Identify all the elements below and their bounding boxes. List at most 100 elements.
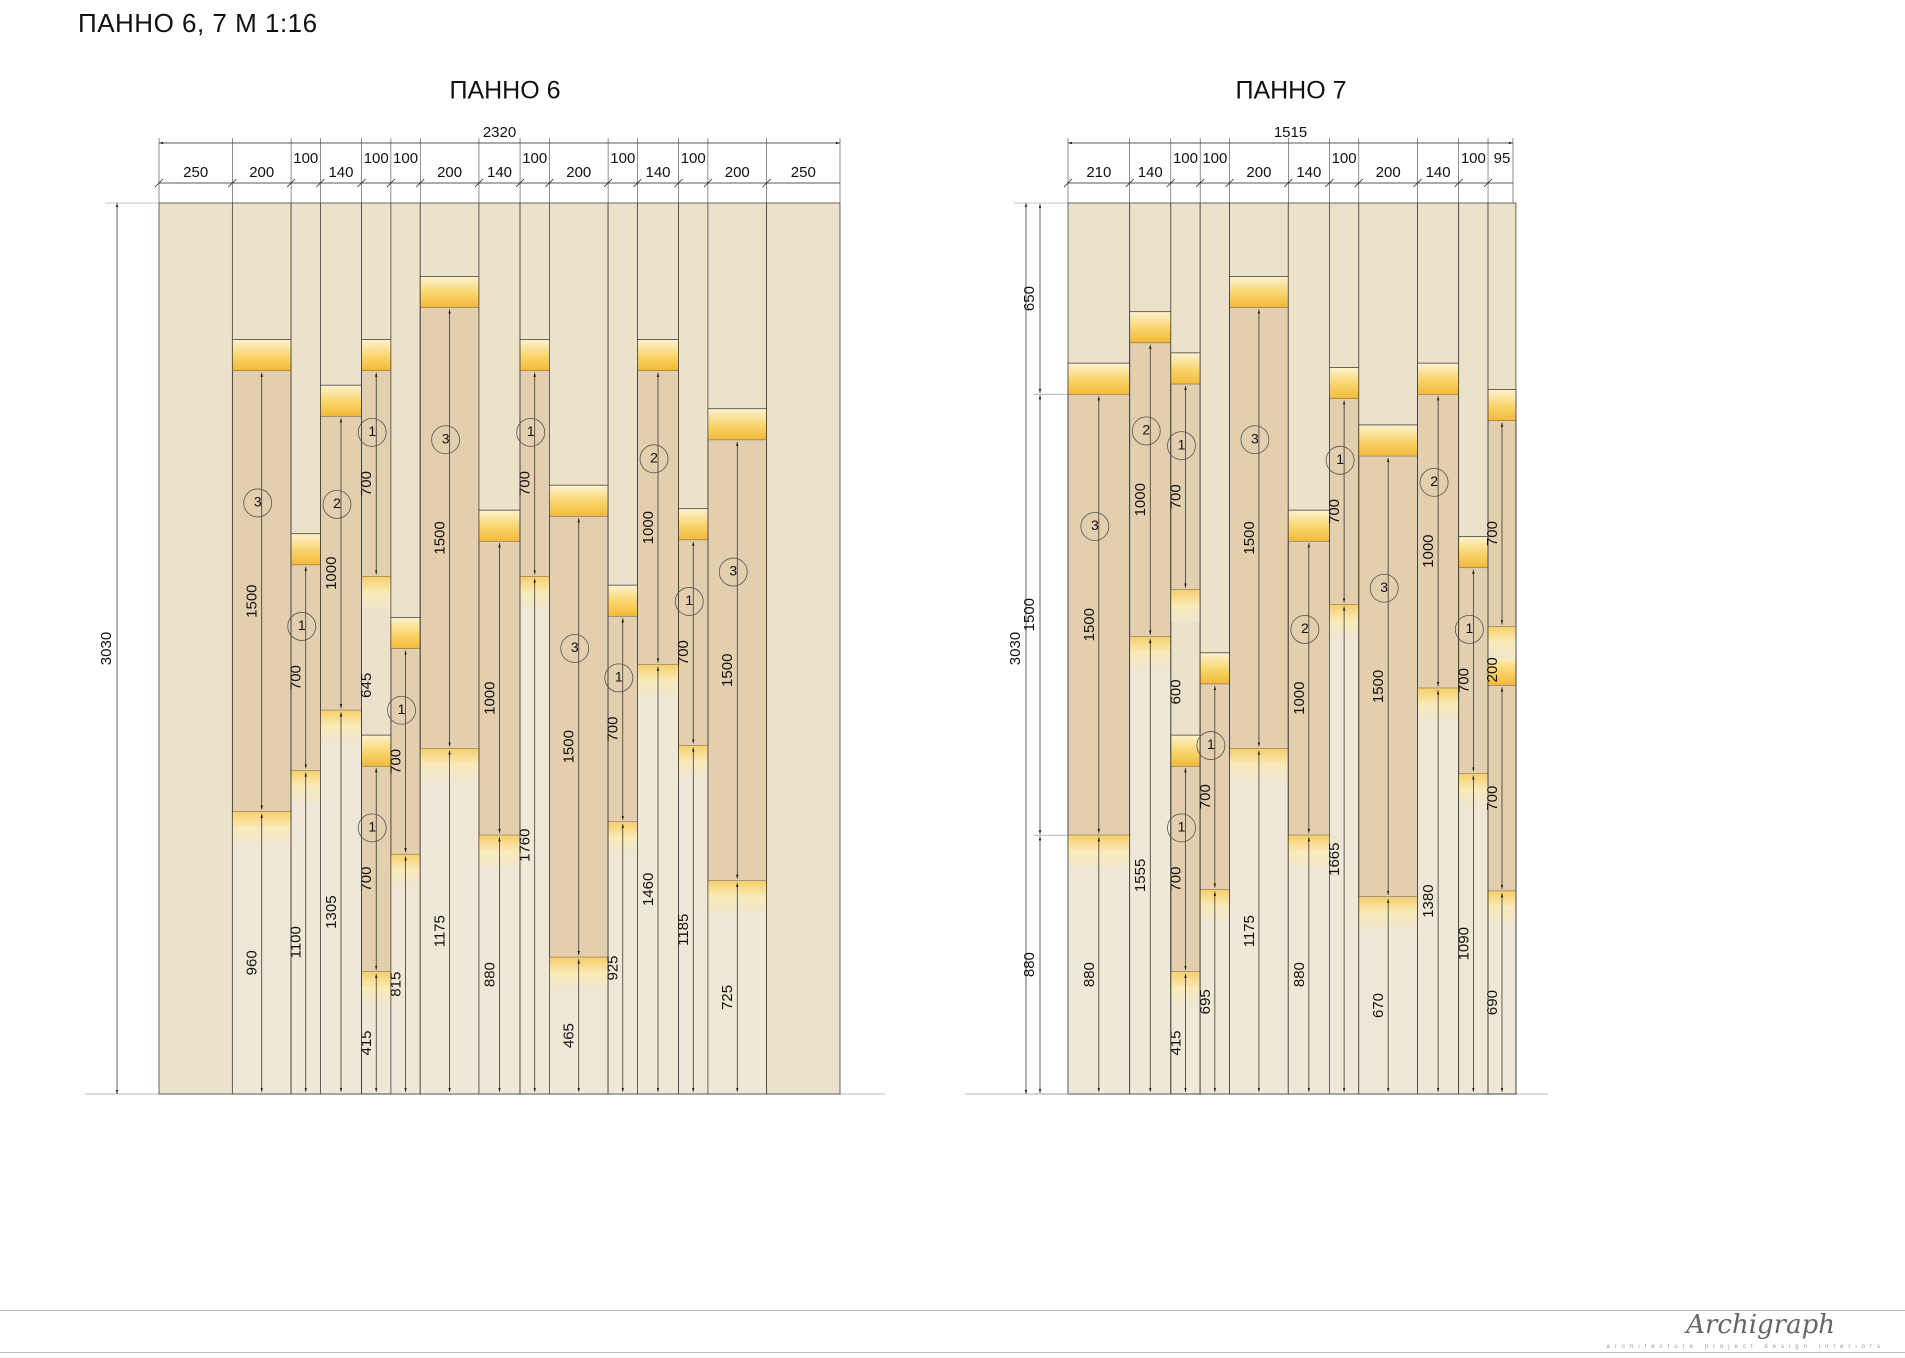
panel-strip: 1500 3 1175 xyxy=(419,202,480,1095)
panel-strip: 700 690 700 200 xyxy=(1484,202,1517,1095)
strip-width-label: 250 xyxy=(183,164,208,181)
led-light xyxy=(1488,654,1516,686)
offset-label: 1100 xyxy=(288,926,305,958)
item-marker xyxy=(1196,731,1226,760)
item-marker xyxy=(1290,614,1320,644)
insert-height-label: 1000 xyxy=(1132,483,1149,516)
item-number: 2 xyxy=(1301,620,1309,636)
item-marker xyxy=(1167,813,1196,843)
item-number: 1 xyxy=(685,592,693,608)
item-number: 1 xyxy=(298,617,306,633)
panel-strip: 700 1 1090 xyxy=(1454,202,1489,1095)
item-number: 3 xyxy=(1091,517,1099,533)
zone-label: 1500 xyxy=(1021,598,1038,631)
panel-strip: 700 1 925 xyxy=(604,202,638,1095)
panel-strip: 1000 2 1460 xyxy=(637,202,679,1095)
item-number: 1 xyxy=(1178,819,1186,835)
overall-height-label: 3030 xyxy=(1007,632,1024,665)
offset-label: 1665 xyxy=(1326,843,1343,876)
strip-width-label: 250 xyxy=(791,164,816,181)
gap-label: 645 xyxy=(358,673,375,698)
tick-mark xyxy=(228,178,237,188)
insert-height-label: 1500 xyxy=(561,730,578,763)
led-light xyxy=(1229,276,1289,308)
item-marker xyxy=(1454,614,1484,644)
strip-width-label: 100 xyxy=(364,150,389,167)
led-light xyxy=(1170,352,1201,384)
item-marker xyxy=(243,488,273,518)
strip-width-label: 100 xyxy=(681,150,706,167)
panel-strip: 1500 3 465 xyxy=(549,202,609,1095)
tick-mark xyxy=(1413,178,1422,188)
gap-label: 600 xyxy=(1167,679,1184,704)
offset-label: 960 xyxy=(244,950,261,975)
strip-width-label: 100 xyxy=(1332,150,1357,167)
led-light xyxy=(549,485,609,517)
panel-strip: 1500 3 880 xyxy=(1067,202,1131,1095)
led-light xyxy=(1358,424,1418,456)
item-marker xyxy=(1369,573,1399,603)
panel-6-elevation: ПАННО 6150039607001110010002130570014157… xyxy=(85,77,885,1095)
tick-mark xyxy=(386,178,396,188)
strip-width-label: 100 xyxy=(293,150,318,167)
tick-mark xyxy=(674,178,683,188)
offset-label: 415 xyxy=(358,1030,375,1055)
insert-height-label: 700 xyxy=(1197,784,1214,809)
tick-mark xyxy=(154,178,164,188)
item-number: 1 xyxy=(368,423,376,439)
item-number: 2 xyxy=(1142,422,1150,438)
insert-height-label: 1000 xyxy=(640,511,657,544)
insert-height-label: 700 xyxy=(1484,786,1501,811)
insert-height-label: 1000 xyxy=(323,557,340,590)
tick-mark xyxy=(1325,178,1334,188)
item-number: 1 xyxy=(1178,436,1186,452)
item-number: 3 xyxy=(729,563,737,579)
insert-height-label: 700 xyxy=(605,717,622,742)
offset-label: 1380 xyxy=(1420,884,1437,917)
panel-strip: 700 1 1665 xyxy=(1325,202,1360,1095)
strip-background xyxy=(158,202,233,1095)
offset-label: 1760 xyxy=(517,829,534,862)
panel-strip: 1500 3 725 xyxy=(707,202,768,1095)
strip-width-label: 140 xyxy=(1426,164,1451,181)
strip-width-label: 95 xyxy=(1494,150,1511,167)
insert-height-label: 700 xyxy=(1484,521,1501,546)
led-light xyxy=(320,385,362,417)
offset-label: 725 xyxy=(719,985,736,1010)
item-number: 1 xyxy=(1336,451,1344,467)
offset-label: 1555 xyxy=(1132,859,1149,892)
panel-strip: 700 1 1185 xyxy=(674,202,709,1095)
led-light xyxy=(361,339,391,371)
led-glow xyxy=(1488,626,1516,659)
panel-strip: 1500 3 960 xyxy=(231,202,292,1095)
tick-mark xyxy=(1195,178,1205,188)
led-light xyxy=(1417,363,1459,395)
offset-label: 815 xyxy=(388,972,405,997)
strip-outline xyxy=(1487,389,1517,1095)
insert-height-label: 700 xyxy=(288,665,305,690)
item-marker xyxy=(560,634,590,663)
tick-mark xyxy=(1166,178,1176,188)
overall-height-label: 3030 xyxy=(98,632,115,665)
offset-label: 880 xyxy=(1291,962,1308,987)
tick-mark xyxy=(415,178,425,188)
led-light xyxy=(608,585,638,617)
panel-strip: 700 1 695 xyxy=(1196,202,1230,1095)
led-light xyxy=(232,339,292,371)
panel-strip: 700 1 1760 xyxy=(516,202,550,1095)
insert-height-label: 700 xyxy=(1455,668,1472,693)
led-light xyxy=(1329,367,1359,399)
led-light xyxy=(420,276,479,308)
item-number: 3 xyxy=(1380,579,1388,595)
panel-strip: 1000 2 1555 xyxy=(1129,202,1172,1095)
brand-tagline: architecture project design interiors xyxy=(1606,1344,1885,1350)
item-marker xyxy=(639,444,669,474)
insert-height-label: 1500 xyxy=(719,654,736,687)
offset-label: 1175 xyxy=(432,915,449,947)
gap-label: 200 xyxy=(1484,657,1501,682)
offset-label: 1305 xyxy=(323,895,340,928)
strip-width-label: 100 xyxy=(393,150,418,167)
insert-height-label: 1000 xyxy=(1291,682,1308,715)
item-number: 2 xyxy=(650,450,658,466)
